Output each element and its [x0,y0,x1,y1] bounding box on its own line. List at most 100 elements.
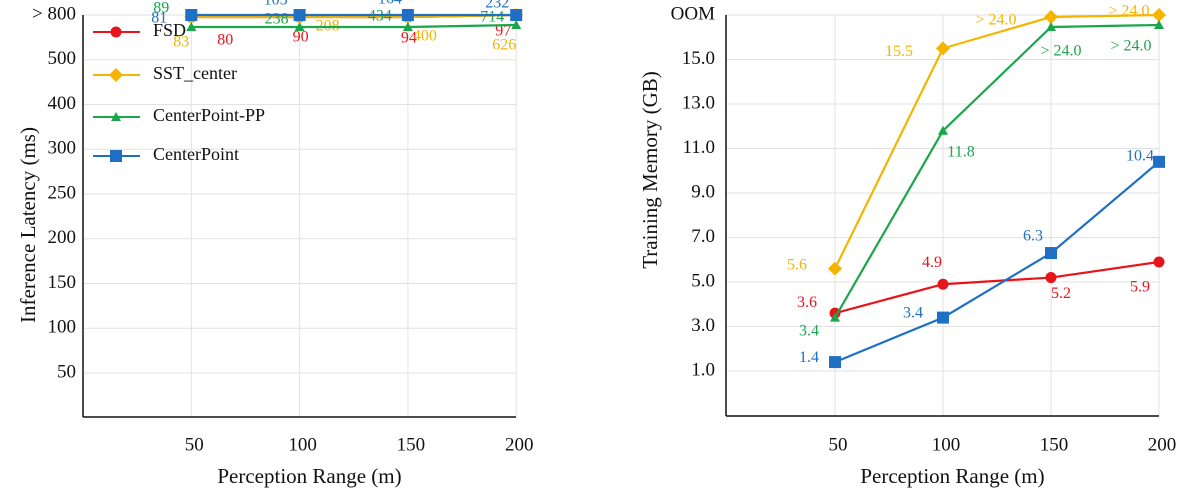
data-label: 4.9 [922,254,942,271]
data-point [402,22,413,31]
data-point [1153,256,1165,268]
data-label: > 24.0 [1040,43,1081,60]
y-tick-label: 11.0 [682,137,715,158]
data-point [830,312,840,322]
y-tick-label: 500 [48,48,77,69]
series-line [834,13,1160,270]
legend: FSD SST_center CenterPoint-PP CenterPoint [93,20,265,164]
data-point [1154,20,1164,29]
data-point [936,41,950,56]
y-tick-label: 5.0 [691,270,715,291]
data-label: 626 [492,37,516,54]
chart-1: 50 100 150 200 250 300 400 500 > 800 50 100 150 200 P… [16,0,534,488]
data-point [1046,22,1056,31]
y-tick-label: 13.0 [682,92,715,113]
data-label: 3.4 [799,322,819,339]
legend-marker [110,26,122,38]
series-line [834,23,1160,319]
data-label: 97 [495,23,511,40]
data-label: 3.6 [797,294,817,311]
y-tick-label: 300 [48,138,77,159]
x-axis-title: Perception Range (m) [860,464,1044,488]
data-label: 164 [378,0,402,8]
y-tick-label: 50 [57,361,76,382]
data-label: 714 [480,9,504,26]
y-axis-title: Inference Latency (ms) [16,127,40,323]
series-fsd: 3.6 4.9 5.2 5.9 [797,254,1165,319]
y-tick-label: 15.0 [682,48,715,69]
data-label: 80 [217,32,233,49]
series-line [191,23,517,29]
data-point [1045,247,1057,260]
data-label: 81 [151,10,167,27]
data-point [1044,10,1058,24]
data-label: 94 [401,30,417,47]
data-label: 400 [413,28,437,45]
data-label: 89 [153,0,169,17]
y-tick-label: 200 [48,227,77,248]
data-point [1152,8,1166,22]
x-tick-label: 200 [1148,434,1177,455]
x-tick-label: 150 [1040,434,1069,455]
y-tick-label: 1.0 [691,359,715,380]
data-point [938,125,948,135]
chart-2: 1.0 3.0 5.0 7.0 9.0 11.0 13.0 15.0 OOM 50 100 150 20… [638,3,1176,488]
series-sst-center: 5.6 15.5 > 24.0 > 24.0 [787,3,1166,276]
data-point [401,9,414,21]
data-point [937,278,949,290]
data-label: 5.6 [787,256,807,273]
series-centerpoint: 1.4 3.4 6.3 10.4 [799,148,1165,369]
legend-label: FSD [153,20,186,40]
y-tick-label: 250 [48,182,77,203]
data-label: 105 [264,0,288,9]
data-label: 83 [173,34,189,51]
data-point [294,22,305,31]
legend-marker [110,150,122,162]
legend-marker [111,112,121,121]
y-tick-label: 7.0 [691,226,715,247]
x-tick-label: 100 [288,434,317,455]
data-label: > 24.0 [1110,38,1151,55]
series-line [834,260,1160,315]
data-label: 10.4 [1126,148,1154,165]
data-label: 5.2 [1051,285,1071,302]
series-centerpoint-pp: 89 238 434 714 [153,0,522,31]
data-label: 6.3 [1023,228,1043,245]
data-label: 434 [368,8,392,25]
y-tick-label: 100 [48,317,77,338]
data-label: 90 [293,29,309,46]
legend-label: CenterPoint [153,144,239,164]
x-tick-label: 200 [505,434,534,455]
legend-item: CenterPoint-PP [93,105,265,125]
x-tick-label: 100 [932,434,961,455]
data-point [185,9,198,21]
legend-label: CenterPoint-PP [153,105,265,125]
data-point [1045,272,1057,284]
data-label: > 24.0 [975,12,1016,29]
data-label: 238 [265,11,289,28]
data-point [828,261,842,276]
data-point [186,22,197,31]
legend-marker [109,68,123,82]
x-axis-title: Perception Range (m) [217,464,401,488]
data-point [937,311,949,324]
y-tick-label: 9.0 [691,181,715,202]
y-tick-label: > 800 [32,3,76,24]
x-tick-label: 50 [829,434,848,455]
data-point [510,9,523,21]
data-point [1153,155,1165,168]
legend-item: CenterPoint [93,144,239,164]
legend-item: SST_center [93,63,237,83]
data-point [293,9,306,21]
series-centerpoint-pp: 3.4 11.8 > 24.0 > 24.0 [799,20,1164,339]
data-point [511,20,522,29]
data-label: 15.5 [885,43,913,60]
data-point [829,356,841,369]
y-tick-label: 3.0 [691,315,715,336]
data-label: 11.8 [947,143,974,160]
legend-label: SST_center [153,63,237,83]
series-line [834,161,1160,364]
x-tick-label: 150 [397,434,426,455]
y-tick-label: OOM [671,3,715,24]
